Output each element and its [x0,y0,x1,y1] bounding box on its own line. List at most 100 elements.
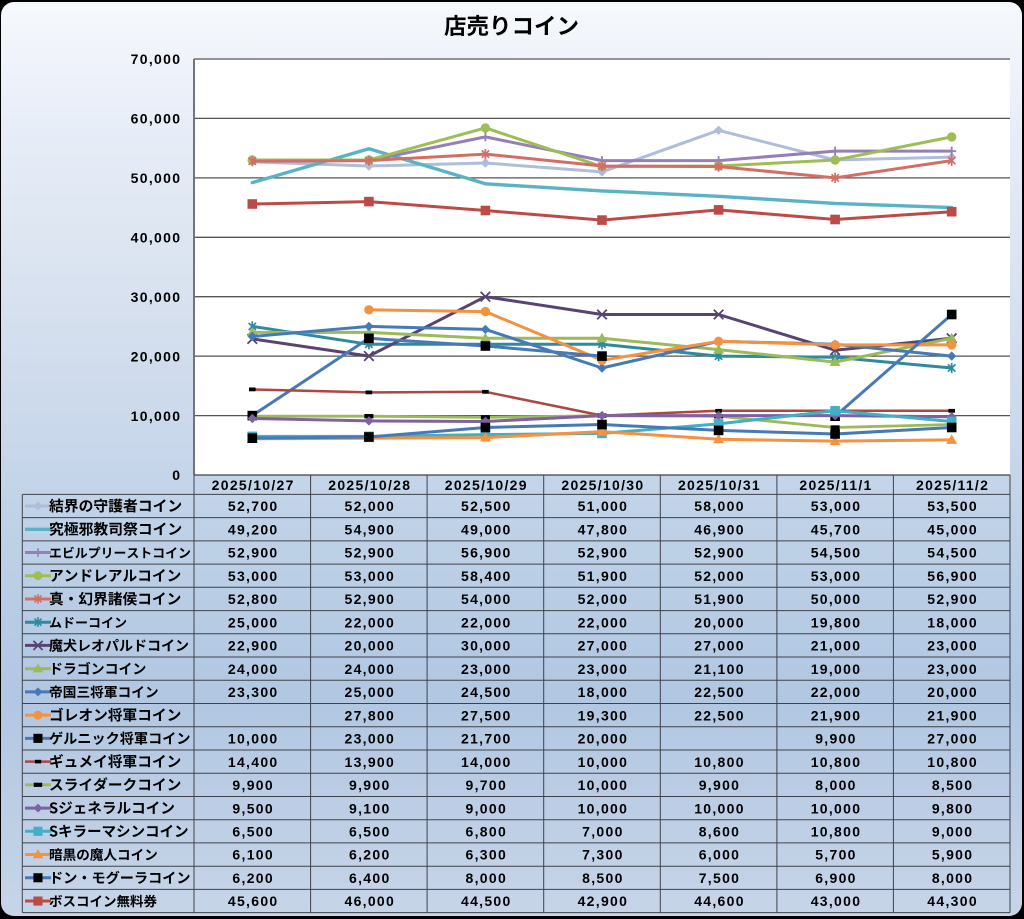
svg-text:23,000: 23,000 [578,661,629,677]
svg-text:45,600: 45,600 [228,893,279,909]
svg-text:14,400: 14,400 [228,754,279,770]
svg-text:51,900: 51,900 [694,591,745,607]
svg-text:20,000: 20,000 [344,638,395,654]
svg-text:13,900: 13,900 [344,754,395,770]
svg-text:7,500: 7,500 [699,870,741,886]
svg-text:6,900: 6,900 [815,870,857,886]
svg-text:27,800: 27,800 [344,707,395,723]
svg-text:42,900: 42,900 [578,893,629,909]
svg-text:21,100: 21,100 [694,661,745,677]
svg-text:52,800: 52,800 [228,591,279,607]
svg-text:27,000: 27,000 [694,638,745,654]
svg-text:23,000: 23,000 [344,731,395,747]
svg-text:44,500: 44,500 [461,893,512,909]
svg-text:54,000: 54,000 [461,591,512,607]
svg-text:10,800: 10,800 [811,824,862,840]
svg-text:10,800: 10,800 [927,754,978,770]
svg-text:9,900: 9,900 [232,777,274,793]
svg-text:46,000: 46,000 [344,893,395,909]
svg-text:60,000: 60,000 [131,111,182,127]
svg-text:56,900: 56,900 [927,568,978,584]
svg-text:8,000: 8,000 [466,870,508,886]
svg-text:9,700: 9,700 [466,777,508,793]
svg-text:52,000: 52,000 [578,591,629,607]
svg-text:14,000: 14,000 [461,754,512,770]
svg-text:52,000: 52,000 [344,498,395,514]
svg-text:6,300: 6,300 [466,847,508,863]
svg-text:9,900: 9,900 [815,731,857,747]
svg-text:20,000: 20,000 [131,348,182,364]
svg-text:22,000: 22,000 [578,614,629,630]
svg-text:50,000: 50,000 [811,591,862,607]
svg-text:19,800: 19,800 [811,614,862,630]
svg-text:30,000: 30,000 [461,638,512,654]
svg-text:52,700: 52,700 [228,498,279,514]
svg-text:22,000: 22,000 [461,614,512,630]
svg-text:10,800: 10,800 [811,754,862,770]
svg-text:22,500: 22,500 [694,707,745,723]
svg-text:19,300: 19,300 [578,707,629,723]
svg-text:27,500: 27,500 [461,707,512,723]
svg-text:51,900: 51,900 [578,568,629,584]
svg-text:9,800: 9,800 [932,800,974,816]
svg-text:24,500: 24,500 [461,684,512,700]
svg-text:6,400: 6,400 [349,870,391,886]
svg-text:44,300: 44,300 [927,893,978,909]
svg-text:6,200: 6,200 [232,870,274,886]
svg-text:2025/10/30: 2025/10/30 [561,477,644,493]
svg-text:22,500: 22,500 [694,684,745,700]
svg-text:10,000: 10,000 [694,800,745,816]
svg-text:21,900: 21,900 [811,707,862,723]
svg-text:9,500: 9,500 [232,800,274,816]
svg-text:9,900: 9,900 [349,777,391,793]
svg-text:58,400: 58,400 [461,568,512,584]
svg-text:52,900: 52,900 [344,591,395,607]
svg-text:2025/11/2: 2025/11/2 [916,477,989,493]
svg-text:8,000: 8,000 [815,777,857,793]
svg-text:22,000: 22,000 [344,614,395,630]
svg-text:43,000: 43,000 [811,893,862,909]
svg-text:10,000: 10,000 [131,408,182,424]
svg-text:20,000: 20,000 [578,731,629,747]
svg-text:2025/11/1: 2025/11/1 [799,477,872,493]
svg-text:23,000: 23,000 [927,661,978,677]
svg-text:70,000: 70,000 [131,51,182,67]
svg-text:52,900: 52,900 [927,591,978,607]
svg-text:2025/10/27: 2025/10/27 [212,477,295,493]
svg-text:52,900: 52,900 [344,545,395,561]
svg-text:54,900: 54,900 [344,522,395,538]
svg-text:9,000: 9,000 [932,824,974,840]
svg-text:9,000: 9,000 [466,800,508,816]
svg-text:23,000: 23,000 [927,638,978,654]
svg-text:30,000: 30,000 [131,289,182,305]
svg-text:8,500: 8,500 [932,777,974,793]
svg-text:52,500: 52,500 [461,498,512,514]
svg-text:54,500: 54,500 [927,545,978,561]
svg-text:25,000: 25,000 [344,684,395,700]
svg-text:5,900: 5,900 [932,847,974,863]
svg-text:19,000: 19,000 [811,661,862,677]
svg-text:53,000: 53,000 [344,568,395,584]
svg-text:8,600: 8,600 [699,824,741,840]
svg-text:9,100: 9,100 [349,800,391,816]
svg-text:58,000: 58,000 [694,498,745,514]
svg-text:21,900: 21,900 [927,707,978,723]
svg-text:27,000: 27,000 [927,731,978,747]
svg-text:6,000: 6,000 [699,847,741,863]
svg-text:9,900: 9,900 [699,777,741,793]
svg-text:45,000: 45,000 [927,522,978,538]
svg-text:47,800: 47,800 [578,522,629,538]
svg-text:24,000: 24,000 [228,661,279,677]
svg-text:51,000: 51,000 [578,498,629,514]
svg-text:10,000: 10,000 [228,731,279,747]
svg-text:6,800: 6,800 [466,824,508,840]
svg-text:8,000: 8,000 [932,870,974,886]
svg-text:6,100: 6,100 [232,847,274,863]
svg-text:22,000: 22,000 [811,684,862,700]
svg-text:7,000: 7,000 [582,824,624,840]
svg-text:49,200: 49,200 [228,522,279,538]
svg-text:52,000: 52,000 [694,568,745,584]
svg-text:2025/10/29: 2025/10/29 [445,477,528,493]
svg-text:52,900: 52,900 [694,545,745,561]
svg-text:40,000: 40,000 [131,230,182,246]
